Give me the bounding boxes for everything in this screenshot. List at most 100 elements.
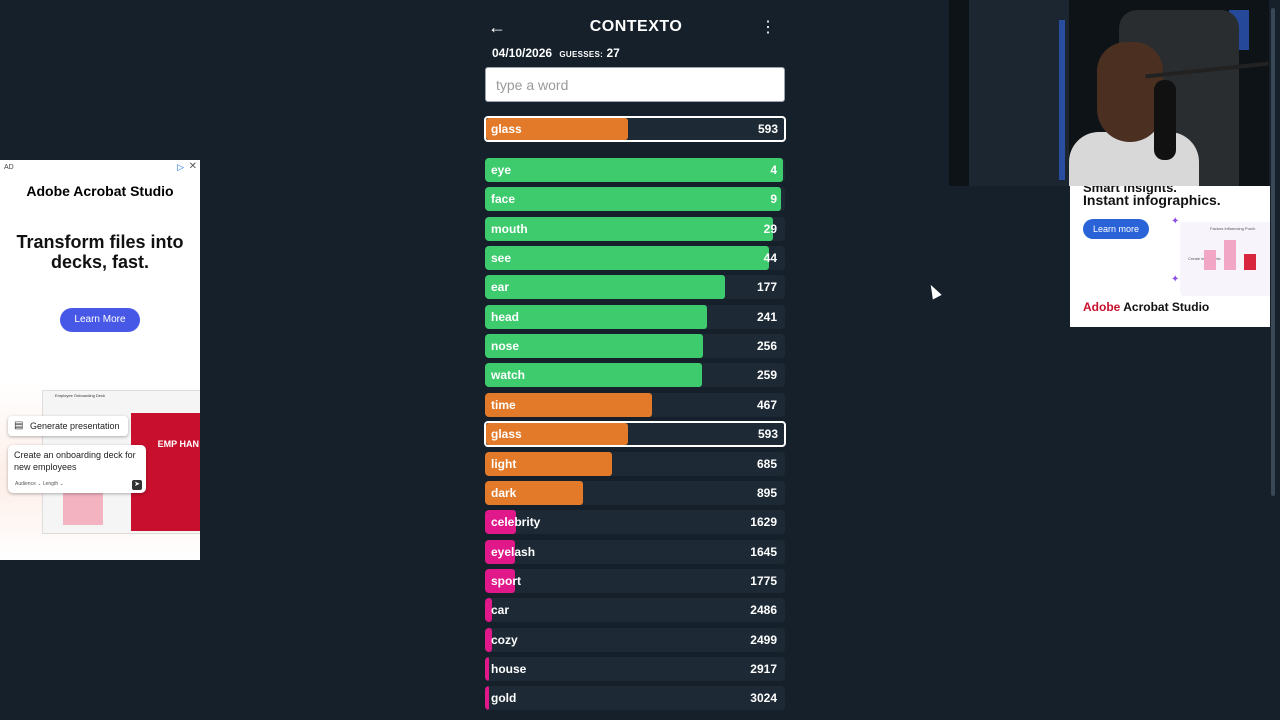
- similarity-bar: [485, 217, 773, 241]
- guess-rank: 256: [756, 339, 777, 353]
- similarity-bar: [485, 334, 704, 358]
- guess-word: car: [491, 603, 510, 617]
- close-icon[interactable]: ✕: [188, 161, 197, 172]
- similarity-bar: [485, 246, 770, 270]
- contexto-game: ← CONTEXTO ⋮ 04/10/2026 GUESSES: 27 glas…: [484, 0, 788, 720]
- similarity-bar: [485, 510, 516, 534]
- similarity-bar: [485, 598, 492, 622]
- presentation-icon: ▤: [14, 420, 24, 431]
- guess-word: nose: [491, 339, 520, 353]
- guess-word: celebrity: [491, 515, 541, 529]
- guess-row: face 9: [485, 187, 785, 211]
- guess-word: eyelash: [491, 545, 536, 559]
- learn-more-button[interactable]: Learn more: [1083, 219, 1149, 239]
- guess-rank: 685: [756, 457, 777, 471]
- guesses-label: GUESSES:: [559, 50, 604, 59]
- page-title: CONTEXTO: [589, 18, 683, 35]
- similarity-bar: [485, 187, 782, 211]
- guess-rank: 3024: [750, 691, 777, 705]
- brand-adobe: Adobe: [1083, 300, 1121, 314]
- game-date: 04/10/2026: [492, 46, 553, 60]
- prompt-text: Create an onboarding deck for new employ…: [14, 450, 136, 472]
- prompt-card: Create an onboarding deck for new employ…: [8, 445, 146, 493]
- guess-word: ear: [491, 280, 510, 294]
- webcam-shelf: [969, 0, 1069, 186]
- learn-more-button[interactable]: Learn More: [60, 308, 140, 332]
- guess-rank: 44: [763, 251, 777, 265]
- guess-row: eye 4: [485, 158, 785, 182]
- arrow-left-icon[interactable]: ←: [488, 17, 506, 37]
- sparkle-icon: ✦: [1171, 216, 1180, 227]
- left-advertisement[interactable]: AD ▷ ✕ Adobe Acrobat Studio Transform fi…: [0, 160, 200, 560]
- guess-rank: 593: [757, 427, 778, 441]
- guess-word: time: [491, 398, 516, 412]
- infographic-preview: Factors Influencing Purch Create infogra…: [1180, 222, 1270, 296]
- guess-rank: 1645: [750, 545, 777, 559]
- guess-row: celebrity 1629: [485, 510, 785, 534]
- guess-word: cozy: [491, 633, 518, 647]
- guess-rank: 895: [756, 486, 777, 500]
- ad-choices-icon[interactable]: ▷: [177, 162, 184, 172]
- guess-word: watch: [491, 368, 526, 382]
- more-vert-icon[interactable]: ⋮: [760, 19, 776, 36]
- similarity-bar: [485, 569, 515, 593]
- guess-row: nose 256: [485, 334, 785, 358]
- ad-headline: Instant infographics.: [1083, 192, 1221, 208]
- guess-row: dark 895: [485, 481, 785, 505]
- guess-rank: 2917: [750, 662, 777, 676]
- infographic-bar: [1244, 254, 1256, 270]
- infographic-bar: [1224, 240, 1236, 270]
- guess-row: eyelash 1645: [485, 540, 785, 564]
- guess-rank: 2486: [750, 603, 777, 617]
- guess-rank: 241: [756, 310, 777, 324]
- last-guess-row: glass 593: [484, 116, 786, 142]
- similarity-bar: [485, 393, 653, 417]
- guess-row: ear 177: [485, 275, 785, 299]
- word-input[interactable]: [485, 67, 785, 102]
- guess-rank: 259: [756, 368, 777, 382]
- guess-rank: 177: [756, 280, 777, 294]
- page-scrollbar[interactable]: [1271, 8, 1275, 496]
- preview-title: Employee Onboarding Deck: [55, 393, 106, 398]
- guess-rank: 2499: [750, 633, 777, 647]
- prompt-options: Audience ⌄ Length ⌄: [15, 481, 64, 487]
- guess-row: mouth 29: [485, 217, 785, 241]
- sparkle-icon: ✦: [1171, 274, 1180, 285]
- guess-row: head 241: [485, 305, 785, 329]
- guess-rank: 1775: [750, 574, 777, 588]
- similarity-bar: [486, 118, 628, 140]
- guess-word: light: [491, 457, 517, 471]
- preview-pink-slide: [63, 489, 103, 525]
- similarity-bar: [485, 363, 702, 387]
- guess-word: face: [491, 192, 516, 206]
- guess-rank: 9: [770, 192, 777, 206]
- guess-word: house: [491, 662, 527, 676]
- ad-partial-text: Smart insights.: [1083, 186, 1177, 195]
- guess-word: dark: [491, 486, 517, 500]
- guess-rank: 1629: [750, 515, 777, 529]
- similarity-bar: [485, 158, 783, 182]
- similarity-bar: [485, 275, 725, 299]
- guess-word: head: [491, 310, 520, 324]
- game-info: 04/10/2026 GUESSES: 27: [492, 46, 620, 60]
- webcam-microphone: [1154, 80, 1176, 160]
- guess-word: eye: [491, 163, 512, 177]
- guesses-count: 27: [606, 46, 620, 60]
- infographic-bar: [1204, 250, 1216, 270]
- ad-label: AD: [4, 164, 14, 171]
- guess-rank: 4: [770, 163, 777, 177]
- similarity-bar: [486, 423, 628, 445]
- similarity-bar: [485, 452, 612, 476]
- guess-row: watch 259: [485, 363, 785, 387]
- similarity-bar: [485, 481, 584, 505]
- guess-row: cozy 2499: [485, 628, 785, 652]
- guess-row: sport 1775: [485, 569, 785, 593]
- guess-row: glass 593: [484, 421, 786, 447]
- webcam-person-head: [1097, 42, 1163, 142]
- guess-word: glass: [491, 427, 522, 441]
- mouse-cursor: [926, 282, 942, 300]
- chip-label: Generate presentation: [30, 421, 120, 431]
- guess-row: house 2917: [485, 657, 785, 681]
- right-advertisement[interactable]: Smart insights. Instant infographics. Le…: [1070, 186, 1270, 327]
- guess-rank: 29: [763, 222, 777, 236]
